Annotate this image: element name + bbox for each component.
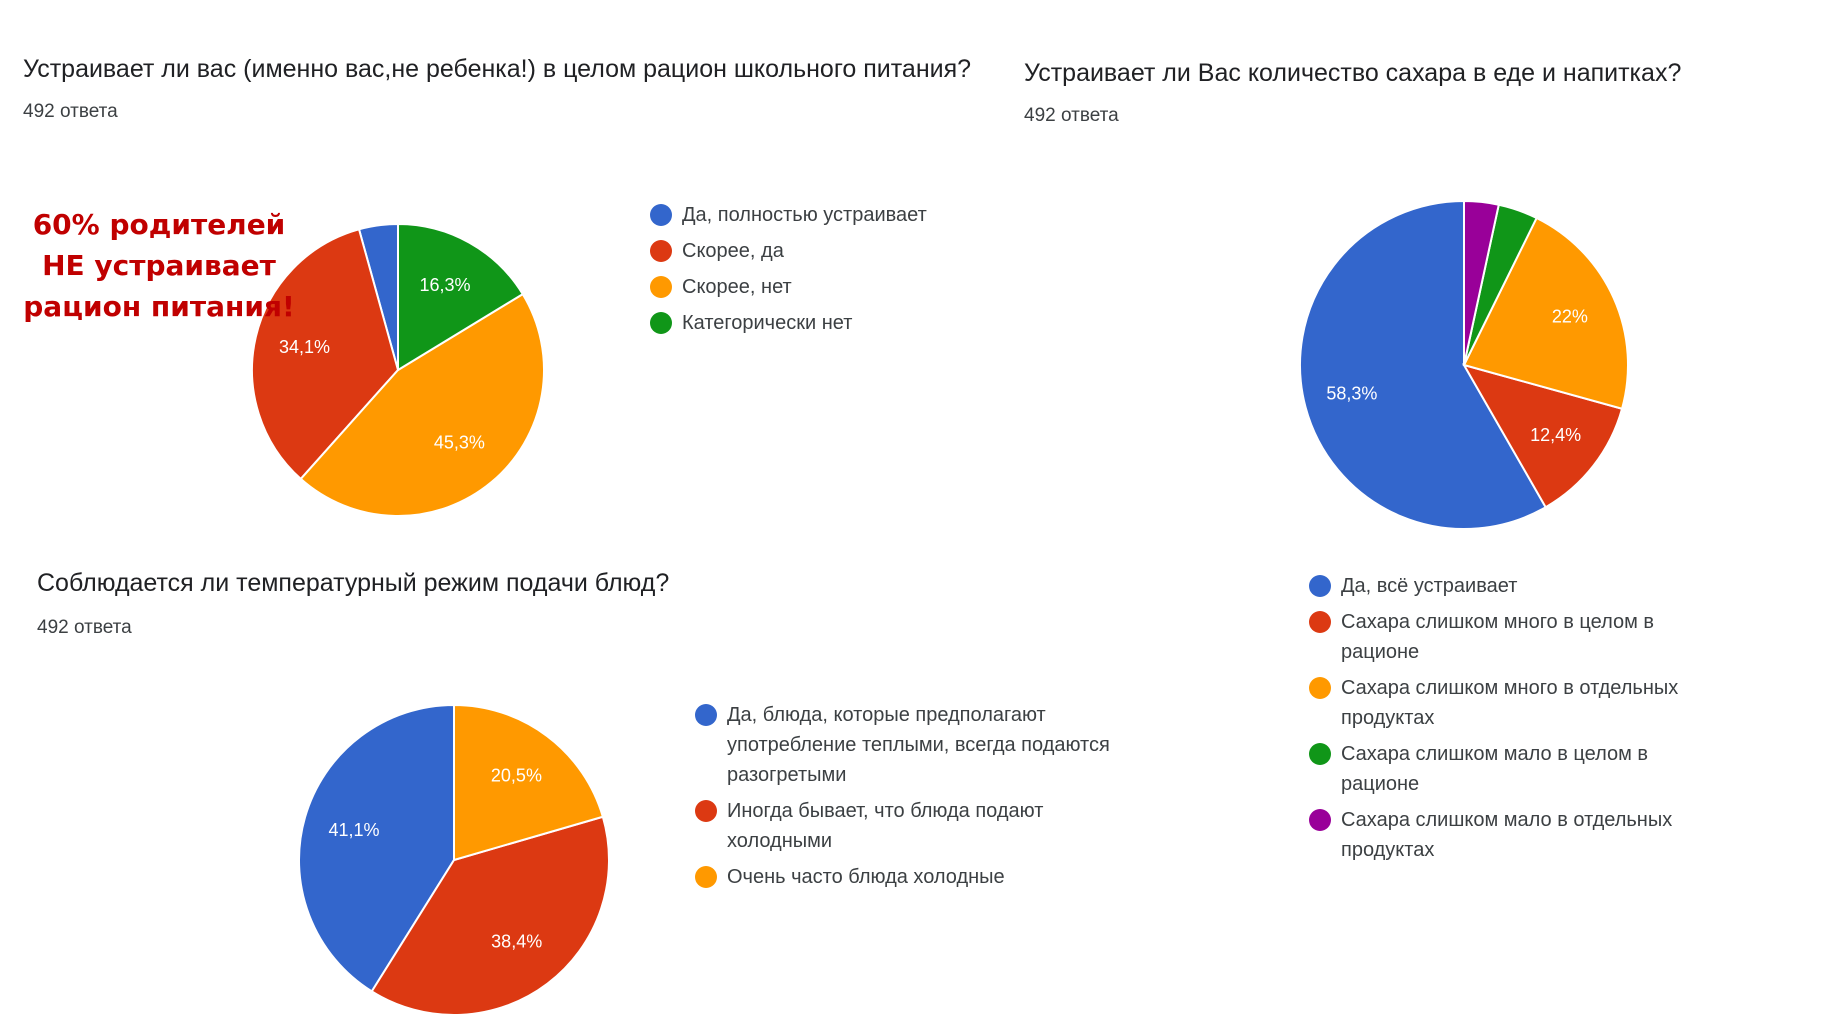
slice-value-label: 22%: [1552, 306, 1588, 326]
chart-temperature-responses: 492 ответа: [37, 617, 132, 638]
legend-item[interactable]: Да, всё устраивает: [1309, 571, 1729, 601]
pie-slice[interactable]: [453, 703, 605, 862]
chart-ration-panel: Устраивает ли вас (именно вас,не ребенка…: [23, 48, 983, 124]
legend-item[interactable]: Да, блюда, которые предполагают употребл…: [695, 700, 1115, 790]
chart-sugar-responses: 492 ответа: [1024, 105, 1119, 126]
legend-swatch: [650, 204, 672, 226]
pie-slice[interactable]: [370, 815, 610, 1016]
slice-value-label: 38,4%: [491, 932, 542, 952]
callout-text: 60% родителей НЕ устраивает рацион питан…: [14, 204, 304, 327]
legend-label: Сахара слишком мало в целом в рационе: [1341, 743, 1649, 795]
legend-item[interactable]: Скорее, да: [650, 236, 990, 266]
legend-swatch: [650, 276, 672, 298]
legend-swatch: [695, 866, 717, 888]
chart-ration-legend: Да, полностью устраивает Скорее, да Скорее…: [650, 200, 990, 344]
legend-label: Сахара слишком много в целом в рационе: [1341, 611, 1655, 663]
legend-swatch: [650, 240, 672, 262]
legend-swatch: [650, 312, 672, 334]
callout-line-2: НЕ устраивает: [42, 249, 276, 282]
chart-ration-title: Устраивает ли вас (именно вас,не ребенка…: [23, 55, 972, 83]
pie-slice[interactable]: [1463, 199, 1500, 366]
chart-temperature-pie: 41,1% 38,4% 20,5%: [298, 703, 610, 1016]
legend-item[interactable]: Да, полностью устраивает: [650, 200, 990, 230]
legend-label: Сахара слишком мало в отдельных продукта…: [1341, 809, 1673, 861]
chart-ration-pie: 34,1% 45,3% 16,3%: [251, 222, 545, 517]
legend-swatch: [1309, 611, 1331, 633]
pie-slice[interactable]: [1299, 199, 1548, 530]
slice-value-label: 20,5%: [491, 766, 542, 786]
legend-label: Скорее, нет: [682, 276, 792, 298]
chart-temperature-panel: Соблюдается ли температурный режим подач…: [37, 562, 937, 640]
legend-item[interactable]: Иногда бывает, что блюда подают холодным…: [695, 796, 1115, 856]
callout-line-1: 60% родителей: [32, 208, 286, 241]
legend-label: Очень часто блюда холодные: [727, 866, 1005, 888]
legend-label: Скорее, да: [682, 240, 784, 262]
pie-slice[interactable]: [298, 703, 455, 993]
legend-swatch: [1309, 743, 1331, 765]
chart-sugar-title: Устраивает ли Вас количество сахара в ед…: [1024, 59, 1682, 87]
legend-label: Да, всё устраивает: [1341, 575, 1518, 597]
pie-slice[interactable]: [1462, 216, 1629, 411]
legend-item[interactable]: Скорее, нет: [650, 272, 990, 302]
chart-temperature-legend: Да, блюда, которые предполагают употребл…: [695, 700, 1115, 898]
pie-slice[interactable]: [1461, 363, 1624, 509]
legend-swatch: [695, 800, 717, 822]
slice-value-label: 12,4%: [1530, 425, 1581, 445]
slice-value-label: 45,3%: [434, 433, 485, 453]
chart-temperature-title: Соблюдается ли температурный режим подач…: [37, 569, 670, 597]
pie-slice[interactable]: [251, 228, 400, 481]
legend-swatch: [1309, 677, 1331, 699]
pie-slice[interactable]: [299, 292, 545, 517]
legend-swatch: [695, 704, 717, 726]
legend-item[interactable]: Сахара слишком мало в отдельных продукта…: [1309, 805, 1729, 865]
legend-swatch: [1309, 575, 1331, 597]
legend-label: Иногда бывает, что блюда подают холодным…: [727, 800, 1044, 852]
slice-value-label: 58,3%: [1326, 384, 1377, 404]
chart-sugar-pie: 58,3% 12,4% 22%: [1299, 199, 1629, 530]
slice-value-label: 16,3%: [420, 275, 471, 295]
slice-value-label: 41,1%: [329, 820, 380, 840]
chart-ration-responses: 492 ответа: [23, 101, 118, 122]
legend-swatch: [1309, 809, 1331, 831]
legend-label: Категорически нет: [682, 312, 853, 334]
callout-line-3: рацион питания!: [23, 290, 295, 323]
legend-label: Сахара слишком много в отдельных продукт…: [1341, 677, 1679, 729]
legend-item[interactable]: Сахара слишком много в целом в рационе: [1309, 607, 1729, 667]
pie-slice[interactable]: [397, 222, 525, 372]
legend-label: Да, блюда, которые предполагают употребл…: [727, 704, 1110, 786]
legend-item[interactable]: Категорически нет: [650, 308, 990, 338]
legend-item[interactable]: Сахара слишком много в отдельных продукт…: [1309, 673, 1729, 733]
legend-item[interactable]: Очень часто блюда холодные: [695, 862, 1115, 892]
chart-sugar-legend: Да, всё устраивает Сахара слишком много в…: [1309, 571, 1729, 871]
chart-sugar-panel: Устраивает ли Вас количество сахара в ед…: [1024, 52, 1824, 128]
legend-label: Да, полностью устраивает: [682, 204, 927, 226]
legend-item[interactable]: Сахара слишком мало в целом в рационе: [1309, 739, 1729, 799]
slice-value-label: 34,1%: [279, 337, 330, 357]
